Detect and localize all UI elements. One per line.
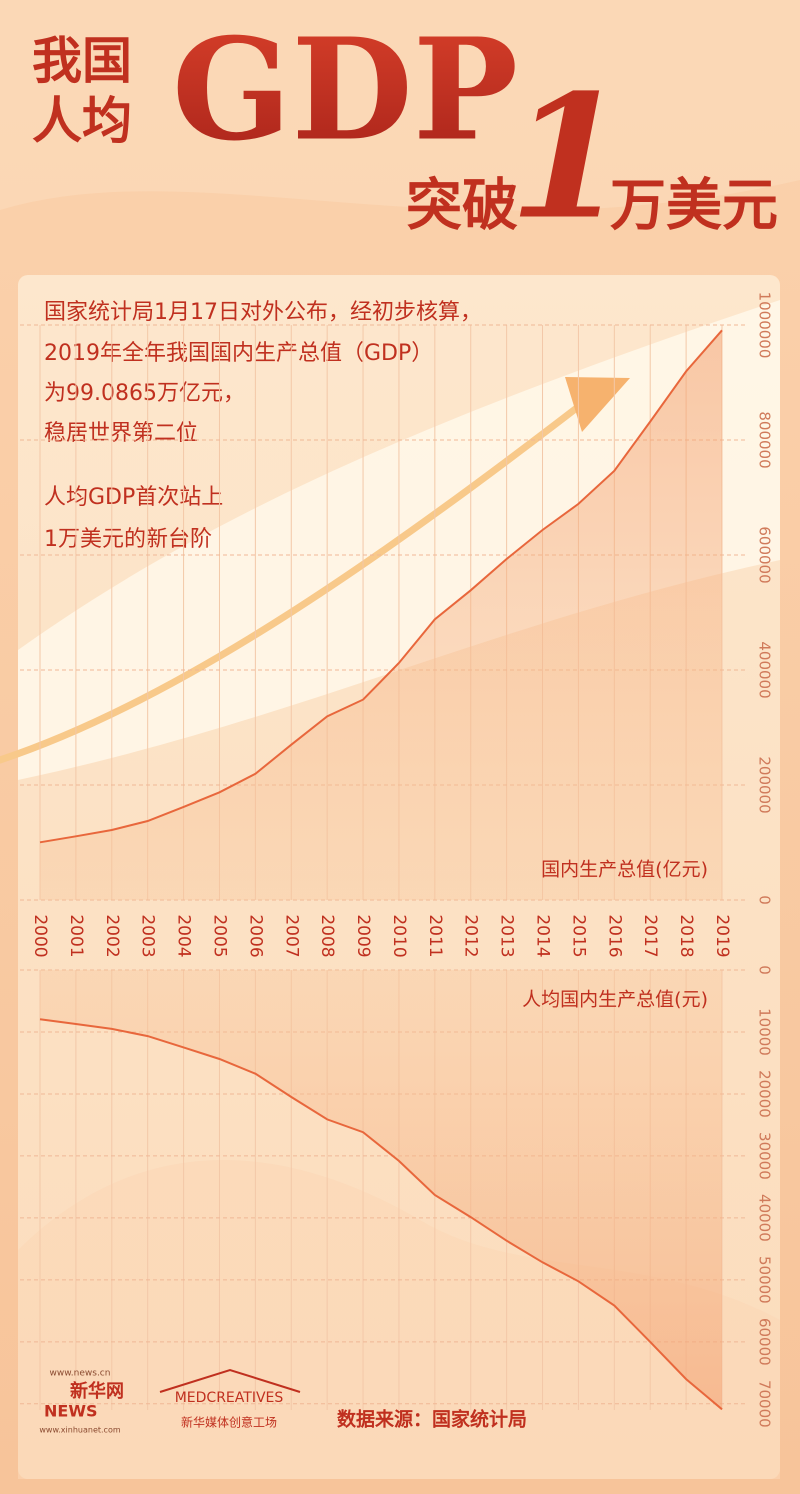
x-tick-label: 2006 (245, 914, 265, 957)
y-tick-label: 40000 (756, 1194, 774, 1242)
y-tick-label: 800000 (756, 411, 774, 468)
area (40, 330, 722, 900)
x-tick-label: 2008 (317, 914, 337, 957)
x-tick-label: 2012 (461, 914, 481, 957)
y-tick-label: 70000 (756, 1380, 774, 1428)
x-tick-label: 2014 (533, 914, 553, 957)
y-tick-label: 200000 (756, 756, 774, 813)
intro-line: 为99.0865万亿元， (44, 381, 245, 406)
intro-line: 2019年全年我国国内生产总值（GDP） (44, 341, 433, 366)
x-tick-label: 2009 (353, 914, 373, 957)
y-tick-label: 400000 (756, 641, 774, 698)
title-line1: 我国 (32, 31, 132, 90)
y-axis-label: 国内生产总值(亿元) (541, 859, 708, 881)
y-tick-label: 50000 (756, 1256, 774, 1304)
header: 我国 人均 GDP 突破 1 万美元 (32, 9, 778, 258)
area (40, 970, 722, 1410)
bg-wave (0, 0, 800, 211)
x-tick-label: 2002 (102, 914, 122, 957)
y-tick-label: 20000 (756, 1070, 774, 1118)
title-gdp: GDP (172, 9, 518, 173)
arrow-head (565, 377, 630, 432)
arrow (0, 386, 604, 764)
line (39, 1018, 723, 1411)
x-tick-label: 2011 (425, 914, 445, 957)
logo-news: NEWS (44, 1402, 98, 1421)
logo-url: www.news.cn (50, 1369, 111, 1379)
x-tick-label: 2018 (676, 914, 696, 957)
x-tick-label: 2007 (281, 914, 301, 957)
y-tick-label: 10000 (756, 1008, 774, 1056)
y-tick-label: 0 (756, 895, 774, 905)
y-tick-label: 60000 (756, 1318, 774, 1366)
logo2-cn: 新华媒体创意工场 (181, 1415, 277, 1430)
x-tick-label: 2004 (174, 914, 194, 957)
title-line3: 突破 (406, 173, 518, 239)
logo-roof (159, 1368, 301, 1393)
x-tick-label: 2019 (712, 914, 732, 957)
y-tick-label: 600000 (756, 526, 774, 583)
x-tick-label: 2005 (209, 914, 229, 957)
footer: www.news.cn 新华网 NEWS www.xinhuanet.com M… (39, 1369, 527, 1435)
x-tick-label: 2013 (497, 914, 517, 957)
x-tick-label: 2016 (604, 914, 624, 957)
charts: 2000 2001 2002 2003 2004 2005 2006 2007 2008 2009… (20, 292, 774, 1428)
x-tick-label: 2010 (389, 914, 409, 957)
logo-url2: www.xinhuanet.com (39, 1426, 120, 1435)
y-tick-label: 1000000 (756, 292, 774, 359)
intro-line: 稳居世界第二位 (44, 421, 198, 446)
y-tick-label: 0 (756, 965, 774, 975)
x-tick-label: 2001 (66, 914, 86, 957)
x-tick-label: 2015 (568, 914, 588, 957)
intro-line: 1万美元的新台阶 (44, 527, 212, 552)
source: 数据来源：国家统计局 (337, 1408, 527, 1431)
intro-line: 人均GDP首次站上 (44, 485, 223, 510)
y-axis-label: 人均国内生产总值(元) (522, 989, 708, 1011)
logo2-name: MEDCREATIVES (175, 1390, 284, 1406)
title-line2: 人均 (32, 91, 132, 150)
title-line4: 万美元 (610, 173, 778, 239)
intro-line: 国家统计局1月17日对外公布，经初步核算， (44, 300, 482, 325)
title-number: 1 (509, 58, 627, 258)
x-tick-label: 2000 (30, 914, 50, 957)
logo-name: 新华网 (70, 1380, 124, 1402)
y-tick-label: 30000 (756, 1132, 774, 1180)
line (39, 329, 723, 844)
x-tick-label: 2003 (138, 914, 158, 957)
x-tick-label: 2017 (640, 914, 660, 957)
